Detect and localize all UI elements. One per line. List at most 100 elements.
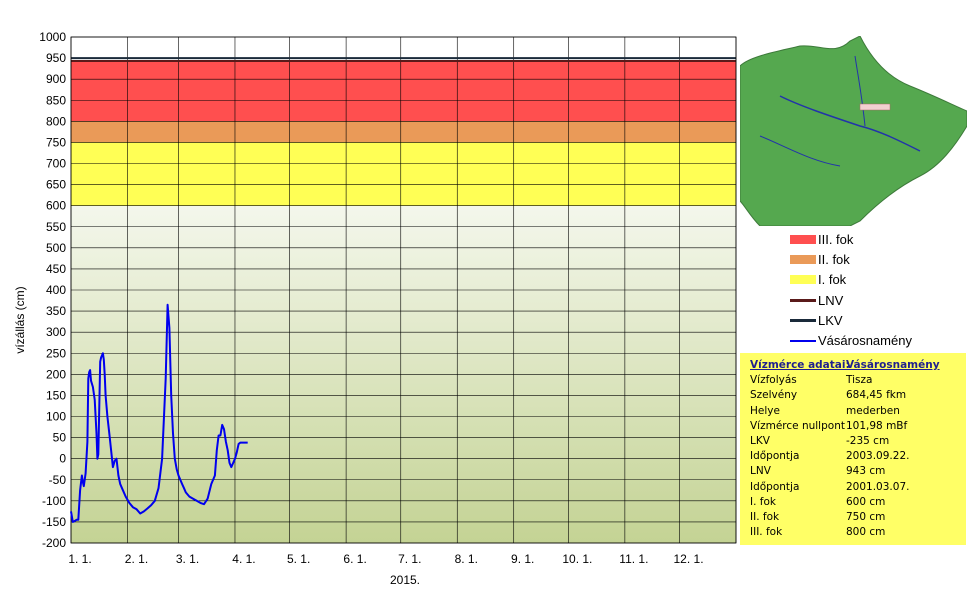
info-header-key: Vízmérce adatai: [750,359,850,371]
info-value: 750 cm [846,510,886,523]
gauge-info-panel: Vízmérce adatai: Vásárosnamény Vízfolyás… [740,353,966,545]
info-key: Vízmérce nullpont [750,419,845,432]
info-value: 800 cm [846,526,886,539]
x-tick-label: 1. 1. [68,552,91,566]
info-value: Tisza [846,374,873,387]
legend-swatch [790,254,816,264]
info-value: 600 cm [846,495,886,508]
legend-label: LKV [818,312,843,328]
x-tick-label: 9. 1. [511,552,534,566]
info-row: Vízfolyás Tisza [740,373,966,388]
info-key: III. fok [750,526,783,539]
x-tick-label: 5. 1. [287,552,310,566]
y-tick-label: 850 [46,93,66,107]
info-value: 684,45 fkm [846,389,907,402]
y-tick-label: -50 [49,473,67,487]
info-value: 2001.03.07. [846,480,910,493]
info-row: Időpontja 2001.03.07. [740,480,966,495]
info-row: Szelvény 684,45 fkm [740,388,966,403]
info-key: Helye [750,404,780,417]
y-tick-label: 100 [46,410,66,424]
band-ii-fok [71,121,736,143]
legend-item-lnv: LNV [790,290,965,310]
legend-item-vasarosnameny: Vásárosnamény [790,330,965,350]
info-key: Szelvény [750,389,798,402]
info-key: I. fok [750,495,776,508]
catchment-map-image [739,35,967,227]
legend-swatch [790,298,816,302]
band-i-fok [71,142,736,206]
x-tick-label: 10. 1. [562,552,592,566]
info-row: III. fok 800 cm [740,525,966,540]
legend-label: I. fok [818,272,847,288]
y-tick-label: 400 [46,283,66,297]
info-key: Időpontja [750,450,800,463]
x-tick-label: 3. 1. [176,552,199,566]
info-row: I. fok 600 cm [740,495,966,510]
legend-label: III. fok [818,231,854,247]
info-value: 943 cm [846,465,886,478]
plot-frame [70,36,737,544]
x-tick-label: 2. 1. [125,552,148,566]
y-tick-label: 550 [46,220,66,234]
info-value: mederben [846,404,900,417]
info-row: II. fok 750 cm [740,510,966,525]
y-tick-label: 300 [46,325,66,339]
info-row: Helye mederben [740,404,966,419]
legend-swatch [790,275,816,285]
y-tick-label: 0 [59,452,66,466]
info-row: Vízmérce nullpont 101,98 mBf [740,419,966,434]
info-key: LKV [750,434,770,447]
y-tick-label: 150 [46,388,66,402]
legend-item-ii-fok: II. fok [790,249,965,269]
y-tick-label: 800 [46,114,66,128]
legend-label: II. fok [818,251,850,267]
y-tick-label: 900 [46,72,66,86]
info-value: 101,98 mBf [846,419,908,432]
info-row: Időpontja 2003.09.22. [740,449,966,464]
y-tick-label: 650 [46,178,66,192]
y-tick-label: -100 [42,494,66,508]
x-axis-title: 2015. [390,573,420,587]
info-value: 2003.09.22. [846,450,910,463]
legend-label: Vásárosnamény [818,333,912,349]
x-tick-label: 12. 1. [674,552,704,566]
y-tick-label: 1000 [39,30,66,44]
info-row: LKV -235 cm [740,434,966,449]
x-tick-label: 4. 1. [232,552,255,566]
info-value: -235 cm [846,434,890,447]
info-header: Vízmérce adatai: Vásárosnamény [740,358,966,373]
legend-item-iii-fok: III. fok [790,229,965,249]
y-tick-label: 50 [53,431,67,445]
y-tick-label: -150 [42,515,66,529]
info-row: LNV 943 cm [740,464,966,479]
info-header-value: Vásárosnamény [846,359,940,371]
legend-label: LNV [818,292,844,308]
info-key: Vízfolyás [750,374,797,387]
info-key: Időpontja [750,480,800,493]
legend-swatch [790,339,816,342]
legend: III. fok II. fok I. fok LNV LKV Vásárosn… [790,229,965,351]
legend-swatch [790,318,816,322]
info-key: II. fok [750,510,780,523]
y-tick-label: 700 [46,157,66,171]
series-line-vasarosnameny [70,303,248,523]
x-tick-label: 11. 1. [619,552,648,566]
legend-item-lkv: LKV [790,310,965,330]
legend-item-i-fok: I. fok [790,270,965,290]
y-tick-label: 450 [46,262,66,276]
x-tick-label: 6. 1. [343,552,366,566]
band-iii-fok [71,61,736,122]
y-tick-label: 600 [46,199,66,213]
y-tick-label: 350 [46,304,66,318]
y-tick-label: 200 [46,367,66,381]
x-tick-label: 8. 1. [455,552,478,566]
plot-background-top [71,37,736,59]
y-tick-label: 250 [46,346,66,360]
y-tick-label: 950 [46,51,66,65]
catchment-map [739,35,967,227]
x-tick-label: 7. 1. [398,552,421,566]
y-tick-label: 750 [46,135,66,149]
legend-swatch [790,234,816,244]
